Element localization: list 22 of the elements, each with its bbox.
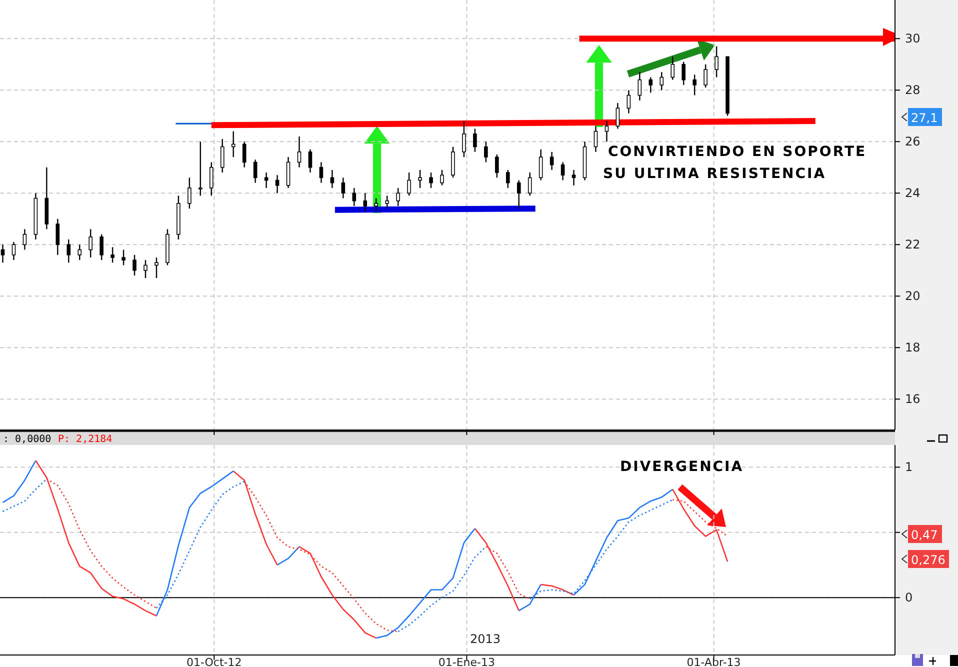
y-tick-label: 30 — [905, 32, 920, 46]
y-tick-label: 20 — [905, 289, 920, 304]
x-tick-label: 01-Abr-13 — [686, 656, 741, 667]
annotation: 2013 — [470, 632, 501, 646]
y-tick-label: 22 — [905, 238, 920, 252]
x-tick-label: 01-Oct-12 — [186, 656, 242, 667]
text: P: 2,2184 — [58, 434, 112, 445]
text: : 0,0000 — [3, 434, 52, 445]
text: 27,1 — [911, 111, 938, 125]
y-tick-label: 18 — [905, 340, 920, 355]
annotation: CONVIRTIENDO EN SOPORTE — [608, 144, 867, 160]
y-tick-label: 28 — [905, 83, 920, 98]
annotation: DIVERGENCIA — [620, 459, 744, 475]
text: 0,276 — [911, 553, 946, 567]
annotation: SU ULTIMA RESISTENCIA — [603, 166, 826, 182]
y-tick-label: 0 — [905, 590, 913, 605]
y-tick-label: 26 — [905, 134, 920, 149]
y-tick-label: 24 — [905, 186, 920, 200]
y-tick-label: 16 — [905, 392, 920, 406]
text: 0,47 — [911, 528, 938, 542]
y-tick-label: 1 — [905, 460, 913, 474]
x-tick-label: 01-Ene-13 — [438, 656, 496, 667]
